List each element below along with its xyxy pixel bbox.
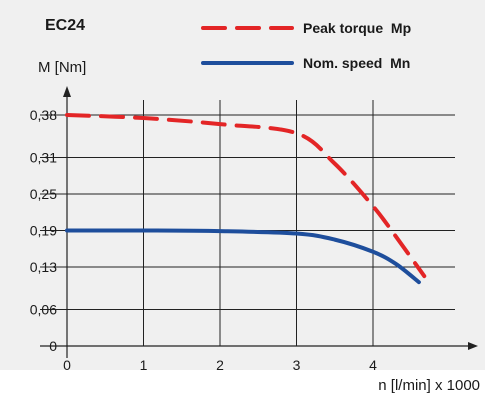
x-tick-label: 2 [216, 357, 224, 373]
y-tick-label: 0,13 [30, 259, 57, 275]
x-tick-label: 1 [140, 357, 148, 373]
legend: Peak torque Mp Nom. speed Mn [201, 20, 411, 71]
legend-label-nom-speed: Nom. speed Mn [303, 55, 410, 71]
x-tick-label: 4 [369, 357, 377, 373]
x-tick-label: 3 [293, 357, 301, 373]
y-tick-label: 0 [49, 338, 57, 354]
plot-panel [0, 0, 485, 370]
series-lines [65, 113, 427, 285]
tick-labels: 0 0,06 0,13 0,19 0,25 0,31 0,38 0 1 2 3 4 [30, 107, 377, 373]
x-axis-label: n [l/min] x 1000 [378, 377, 480, 394]
nom-speed-line [65, 228, 421, 285]
x-tick-label: 0 [63, 357, 71, 373]
y-tick-label: 0,19 [30, 223, 57, 239]
peak-torque-line [65, 113, 427, 279]
x-axis-arrow [468, 342, 478, 350]
legend-label-peak-torque: Peak torque Mp [303, 20, 411, 36]
y-axis-label: M [Nm] [38, 59, 86, 76]
y-tick-label: 0,31 [30, 150, 57, 166]
chart-title: EC24 [45, 17, 85, 34]
axes [40, 86, 478, 358]
y-tick-label: 0,06 [30, 302, 57, 318]
y-axis-arrow [63, 86, 71, 97]
y-tick-label: 0,38 [30, 107, 57, 123]
y-tick-label: 0,25 [30, 186, 57, 202]
